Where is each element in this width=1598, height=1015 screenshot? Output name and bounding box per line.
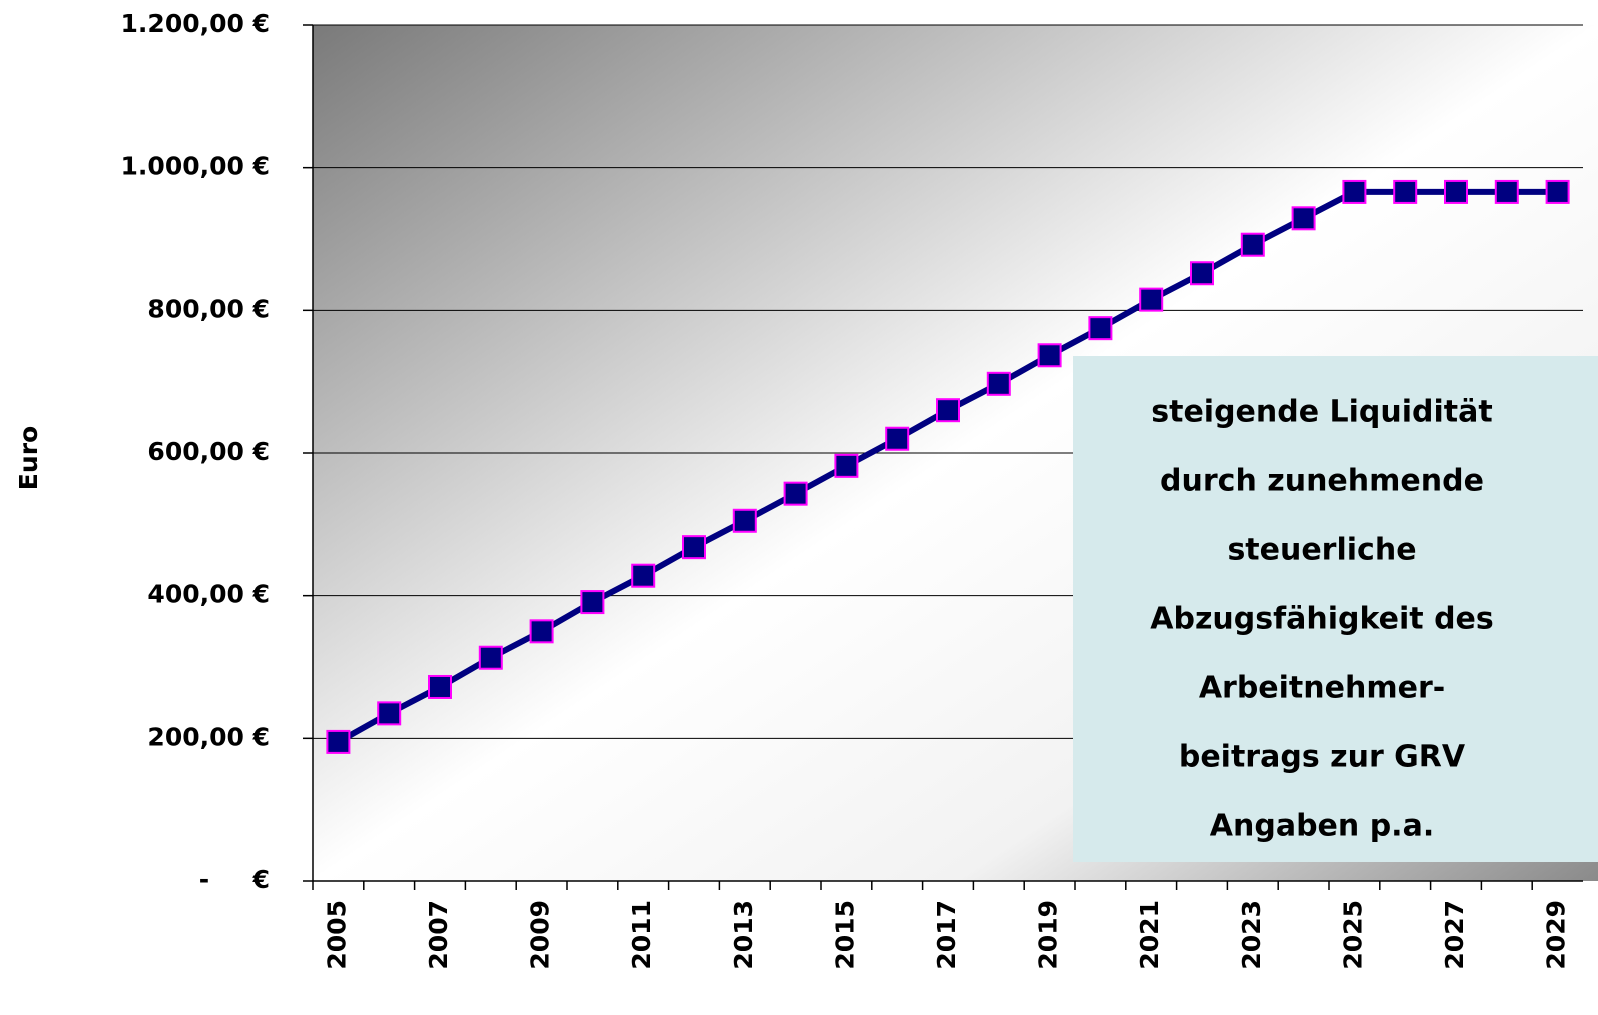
marker (1088, 316, 1113, 341)
annotation-text: beitrags zur GRV (1179, 740, 1466, 775)
x-tick-label: 2013 (729, 900, 758, 970)
annotation-text: steuerliche (1227, 533, 1416, 568)
x-tick-label: 2007 (424, 900, 453, 970)
marker (1291, 206, 1316, 231)
annotation-box (1073, 356, 1598, 862)
marker (783, 481, 808, 506)
annotation-text: steigende Liquidität (1151, 395, 1492, 430)
x-tick-label: 2019 (1034, 900, 1063, 970)
marker (1190, 261, 1214, 286)
y-tick-label: 1.200,00 € (121, 9, 270, 38)
x-tick-label: 2023 (1237, 900, 1266, 970)
marker (1494, 179, 1519, 204)
annotation-text: Arbeitnehmer- (1199, 671, 1445, 706)
marker (631, 563, 656, 588)
marker (732, 508, 757, 533)
y-tick-label: 600,00 € (147, 437, 270, 466)
marker (326, 729, 351, 754)
marker (1139, 287, 1164, 312)
y-axis-label: Euro (14, 426, 43, 490)
x-tick-label: 2029 (1542, 900, 1571, 970)
y-tick-label: - € (199, 865, 270, 894)
marker (936, 398, 960, 423)
marker (580, 590, 605, 615)
y-tick-label: 1.000,00 € (121, 152, 270, 181)
x-tick-label: 2017 (932, 900, 961, 970)
annotation-text: durch zunehmende (1160, 464, 1484, 499)
x-tick-label: 2011 (627, 900, 656, 970)
x-tick-label: 2009 (526, 900, 555, 970)
marker (1444, 179, 1468, 204)
y-tick-label: 200,00 € (147, 722, 270, 751)
marker (1240, 232, 1265, 257)
marker (377, 701, 402, 726)
marker (682, 535, 706, 560)
x-tick-label: 2021 (1135, 900, 1164, 970)
marker (1037, 343, 1062, 368)
marker (478, 645, 503, 670)
marker (529, 619, 554, 644)
y-tick-label: 400,00 € (147, 580, 270, 609)
annotation-text: Abzugsfähigkeit des (1150, 602, 1494, 637)
marker (1342, 179, 1367, 204)
marker (885, 426, 910, 451)
y-tick-label: 800,00 € (147, 294, 270, 323)
x-tick-label: 2027 (1440, 900, 1469, 970)
marker (1393, 179, 1418, 204)
marker (986, 371, 1011, 396)
marker (428, 674, 452, 699)
marker (1545, 179, 1570, 204)
x-tick-label: 2025 (1338, 900, 1367, 970)
x-tick-label: 2015 (830, 900, 859, 970)
annotation-text: Angaben p.a. (1210, 809, 1434, 844)
x-tick-label: 2005 (322, 900, 351, 970)
marker (834, 453, 859, 478)
